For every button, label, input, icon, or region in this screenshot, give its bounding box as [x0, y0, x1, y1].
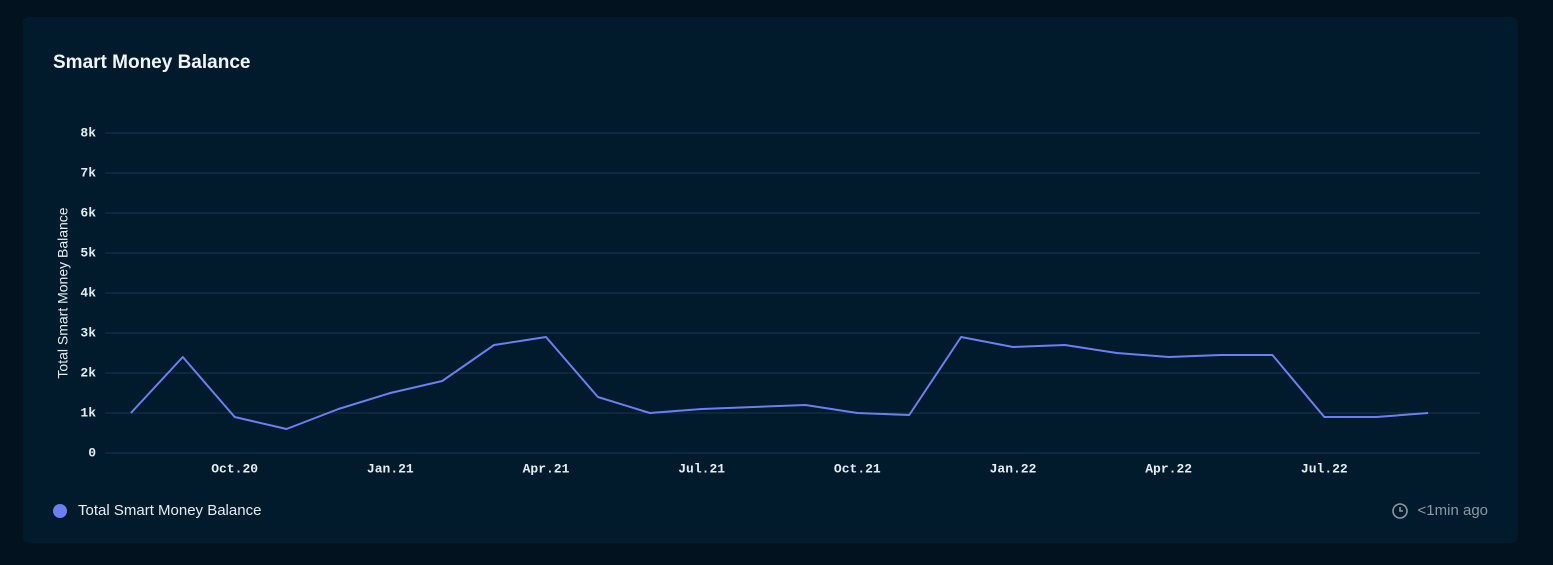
data-line	[130, 336, 1429, 430]
x-tick-label: Jan.22	[990, 461, 1037, 476]
chart-title: Smart Money Balance	[53, 52, 250, 73]
y-tick-label: 8k	[80, 125, 96, 140]
y-tick-label: 3k	[80, 325, 96, 340]
clock-icon	[1392, 503, 1408, 519]
x-tick-label: Jul.21	[678, 461, 725, 476]
x-tick-label: Apr.21	[523, 461, 570, 476]
x-tick-label: Jan.21	[367, 461, 414, 476]
card	[23, 17, 1518, 543]
updated-label: <1min ago	[1418, 502, 1488, 519]
x-tick-label: Oct.21	[834, 461, 881, 476]
y-axis-label: Total Smart Money Balance	[55, 207, 71, 378]
x-tick-label: Oct.20	[211, 461, 258, 476]
legend-label: Total Smart Money Balance	[78, 502, 261, 519]
y-tick-label: 5k	[80, 245, 96, 260]
plot: 0 1k 2k 3k 4k 5k 6k 7k 8k Oct.20 Jan.21 Apr.21 Jul.2…	[80, 125, 1480, 476]
legend-marker	[53, 504, 67, 518]
x-tick-label: Jul.22	[1301, 461, 1348, 476]
y-tick-label: 7k	[80, 165, 96, 180]
y-tick-label: 4k	[80, 285, 96, 300]
y-tick-label: 2k	[80, 365, 96, 380]
x-tick-label: Apr.22	[1145, 461, 1192, 476]
y-tick-label: 1k	[80, 405, 96, 420]
y-tick-label: 0	[88, 445, 96, 460]
y-tick-label: 6k	[80, 205, 96, 220]
